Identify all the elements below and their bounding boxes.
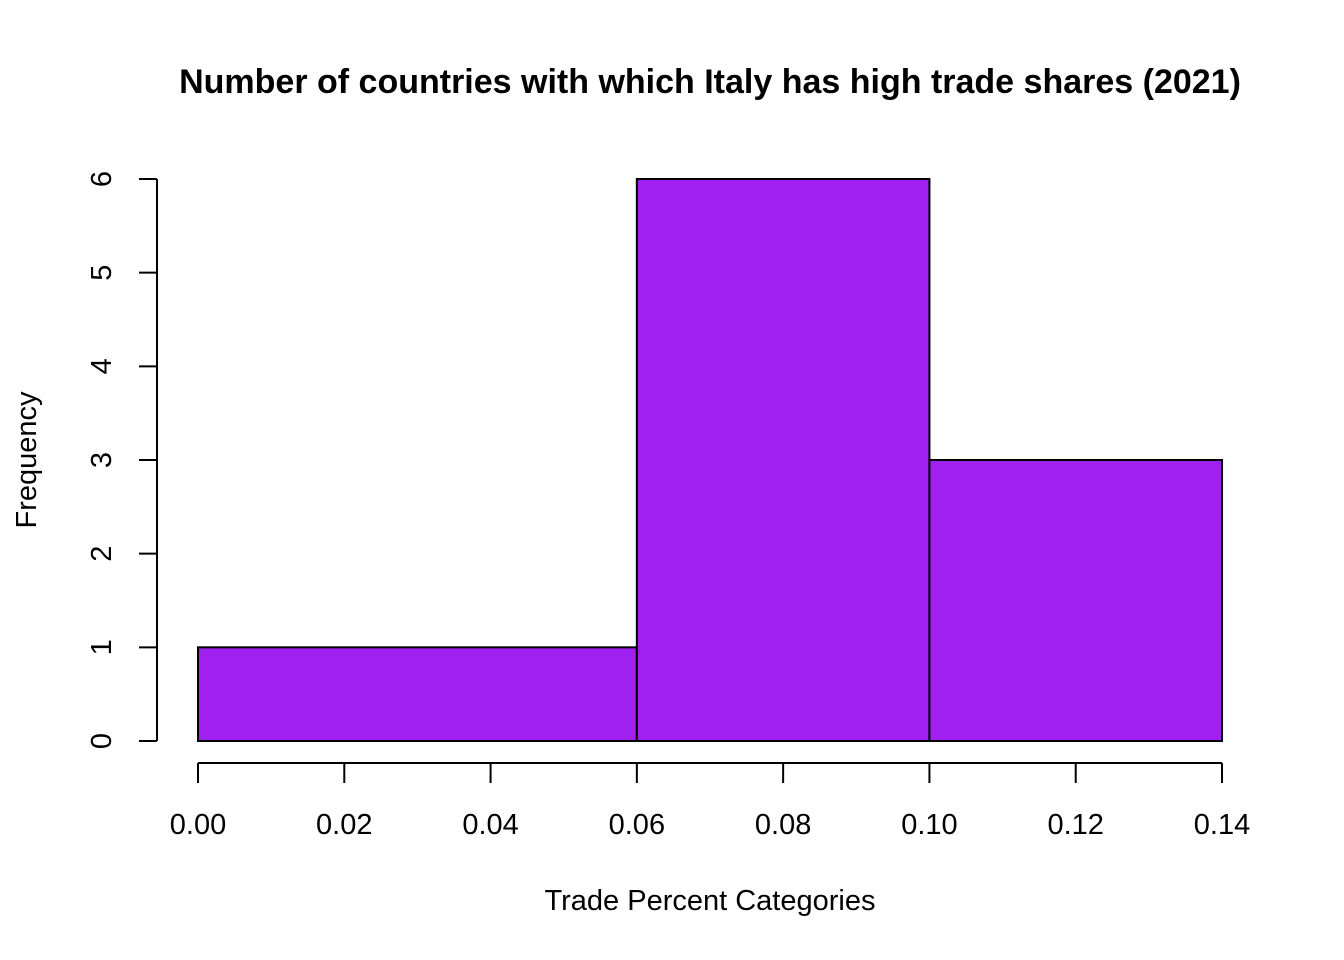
y-axis-ticks: 0 1 2 3 4 5 6 — [86, 171, 157, 749]
x-axis-ticks: 0.00 0.02 0.04 0.06 0.08 0.10 0.12 0.14 — [170, 763, 1250, 841]
bars-group — [197, 178, 1224, 742]
x-tick-label-5: 0.10 — [901, 809, 957, 841]
histogram-bar-0 — [197, 646, 638, 742]
x-axis-label: Trade Percent Categories — [545, 885, 876, 917]
y-tick-label-5: 5 — [86, 265, 118, 281]
x-tick-label-3: 0.06 — [609, 809, 665, 841]
x-tick-label-2: 0.04 — [462, 809, 518, 841]
x-tick-label-1: 0.02 — [316, 809, 372, 841]
x-tick-label-4: 0.08 — [755, 809, 811, 841]
histogram-bar-1 — [635, 178, 931, 742]
histogram-bar-2 — [928, 459, 1224, 742]
x-tick-label-0: 0.00 — [170, 809, 226, 841]
y-tick-label-6: 6 — [86, 171, 118, 187]
y-tick-label-0: 0 — [86, 733, 118, 749]
y-tick-label-3: 3 — [86, 452, 118, 468]
x-tick-label-7: 0.14 — [1194, 809, 1250, 841]
x-tick-label-6: 0.12 — [1047, 809, 1103, 841]
y-tick-label-2: 2 — [86, 546, 118, 562]
y-axis-label: Frequency — [11, 391, 43, 529]
y-tick-label-1: 1 — [86, 639, 118, 655]
y-tick-label-4: 4 — [86, 358, 118, 374]
chart-title: Number of countries with which Italy has… — [179, 63, 1241, 101]
